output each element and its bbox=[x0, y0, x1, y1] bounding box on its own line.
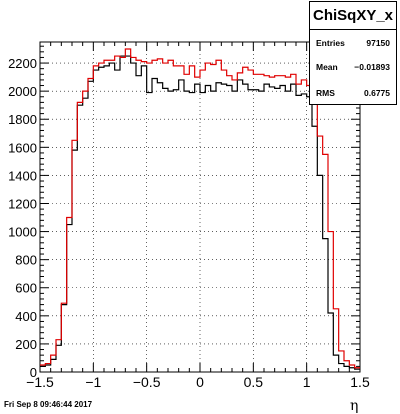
x-tick-label: −1 bbox=[85, 374, 101, 390]
y-tick-labels: 0 200 400 600 800 1000 1200 1400 1600 1800 2000 220… bbox=[8, 56, 37, 380]
stats-value: 97150 bbox=[366, 38, 390, 48]
y-tick-label: 1000 bbox=[8, 225, 37, 240]
stats-title: ChiSqXY_x bbox=[310, 2, 396, 30]
y-tick-label: 1600 bbox=[8, 140, 37, 155]
y-tick-label: 800 bbox=[15, 253, 37, 268]
y-tick-label: 1200 bbox=[8, 196, 37, 211]
y-tick-label: 1800 bbox=[8, 112, 37, 127]
x-axis-title: η bbox=[350, 398, 359, 414]
histogram-series bbox=[40, 48, 360, 370]
x-tick-label: 1.5 bbox=[350, 374, 370, 390]
stats-row-mean: Mean −0.01893 bbox=[316, 60, 390, 74]
x-tick-label: 1 bbox=[303, 374, 311, 390]
x-tick-labels: −1.5 −1 −0.5 0 0.5 1 1.5 bbox=[26, 374, 370, 390]
stats-label: Mean bbox=[316, 62, 338, 72]
x-tick-label: −0.5 bbox=[133, 374, 161, 390]
stats-row-rms: RMS 0.6775 bbox=[316, 86, 390, 100]
stats-label: RMS bbox=[316, 88, 335, 98]
stats-value: 0.6775 bbox=[364, 88, 390, 98]
y-tick-label: 600 bbox=[15, 281, 37, 296]
y-tick-label: 200 bbox=[15, 337, 37, 352]
axis-ticks bbox=[39, 42, 361, 373]
stats-value: −0.01893 bbox=[354, 62, 390, 72]
x-tick-label: 0 bbox=[196, 374, 204, 390]
y-tick-label: 400 bbox=[15, 309, 37, 324]
y-tick-label: 1400 bbox=[8, 168, 37, 183]
stats-row-entries: Entries 97150 bbox=[316, 36, 390, 50]
x-tick-label: −1.5 bbox=[26, 374, 54, 390]
stats-label: Entries bbox=[316, 38, 345, 48]
x-tick-label: 0.5 bbox=[244, 374, 264, 390]
y-tick-label: 0 bbox=[30, 365, 37, 380]
stats-box: ChiSqXY_x Entries 97150 Mean −0.01893 RM… bbox=[309, 1, 397, 105]
timestamp-footer: Fri Sep 8 09:46:44 2017 bbox=[4, 400, 93, 409]
y-tick-label: 2200 bbox=[8, 56, 37, 71]
histogram-series-2 bbox=[40, 48, 360, 369]
y-tick-label: 2000 bbox=[8, 84, 37, 99]
